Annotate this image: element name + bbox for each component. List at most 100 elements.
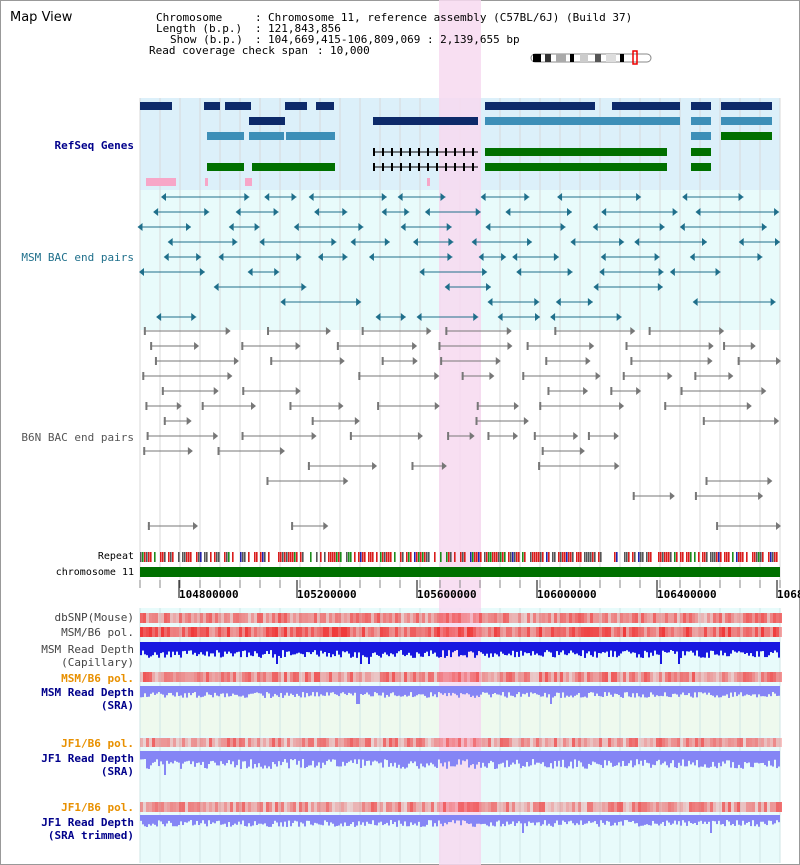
depth-bar (212, 815, 214, 823)
pol-heat-cell (770, 672, 773, 682)
depth-bar (300, 815, 302, 823)
track-label-msm-bac[interactable]: MSM BAC end pairs (21, 251, 134, 264)
depth-bar (152, 686, 154, 693)
depth-bar (216, 751, 218, 766)
depth-bar (554, 751, 556, 761)
depth-bar (200, 751, 202, 765)
pol-heat-cell (416, 613, 419, 623)
depth-bar (410, 686, 412, 693)
bac-end-arrow (247, 268, 253, 276)
track-label-msm-depth-cap-1[interactable]: MSM Read Depth (41, 643, 134, 656)
pol-heat-cell (515, 627, 518, 637)
gene-exon (252, 163, 335, 171)
pol-heat-cell (380, 738, 383, 747)
pol-heat-cell (689, 613, 692, 623)
depth-bar (226, 642, 228, 654)
track-label-msm-b6-pol[interactable]: MSM/B6 pol. (61, 626, 134, 639)
depth-bar (412, 815, 414, 825)
track-label-dbsnp[interactable]: dbSNP(Mouse) (54, 611, 134, 624)
bac-end-arrow (441, 462, 447, 470)
depth-bar (736, 751, 738, 769)
depth-bar (696, 642, 698, 651)
gene-exon-tick (445, 163, 447, 171)
depth-bar (300, 686, 302, 698)
bac-end-mark (147, 522, 150, 530)
pol-heat-cell (671, 672, 674, 682)
depth-bar (370, 815, 372, 825)
pol-heat-cell (191, 672, 194, 682)
depth-bar (502, 686, 504, 693)
repeat-element (600, 552, 602, 562)
depth-bar (512, 815, 514, 822)
depth-bar (738, 642, 740, 652)
depth-bar (316, 751, 318, 766)
track-label-jf1-b6-pol-2[interactable]: JF1/B6 pol. (61, 801, 134, 814)
pol-heat-cell (722, 627, 725, 637)
track-label-jf1-depth-trim-1[interactable]: JF1 Read Depth (41, 816, 134, 829)
track-label-chromosome[interactable]: chromosome 11 (55, 567, 134, 578)
depth-bar (594, 815, 596, 822)
pol-heat-cell (314, 802, 317, 812)
depth-bar (722, 751, 724, 762)
pol-heat-cell (779, 802, 782, 812)
bac-end-arrow (480, 193, 486, 201)
pol-heat-cell (494, 738, 497, 747)
depth-bar (284, 642, 286, 657)
depth-bar (570, 751, 572, 762)
depth-bar (644, 642, 646, 651)
depth-bar (314, 642, 316, 651)
depth-bar (314, 686, 316, 697)
depth-bar (658, 815, 660, 826)
depth-bar (766, 815, 768, 826)
depth-bar (570, 815, 572, 821)
pol-heat-cell (203, 802, 206, 812)
depth-bar (552, 642, 554, 657)
depth-bar (690, 686, 692, 697)
bac-end-arrow (728, 372, 734, 380)
track-label-jf1-depth-sra-1[interactable]: JF1 Read Depth (41, 752, 134, 765)
depth-bar (740, 815, 742, 826)
depth-bar (482, 686, 484, 693)
depth-bar (572, 686, 574, 698)
pol-heat-cell (242, 802, 245, 812)
depth-bar (416, 751, 418, 767)
depth-bar (592, 642, 594, 657)
track-label-msm-depth-cap-2: (Capillary) (61, 656, 134, 669)
depth-bar (286, 751, 288, 763)
repeat-element (640, 552, 642, 562)
pol-heat-cell (230, 672, 233, 682)
depth-bar (630, 686, 632, 698)
bac-end-arrow (416, 313, 422, 321)
pol-heat-cell (593, 627, 596, 637)
pol-heat-cell (155, 672, 158, 682)
depth-bar (408, 815, 410, 827)
repeat-element (394, 552, 396, 562)
depth-bar (620, 751, 622, 767)
depth-bar (592, 686, 594, 693)
depth-bar (276, 642, 278, 664)
depth-bar (552, 751, 554, 769)
depth-bar (160, 686, 162, 694)
pol-heat-cell (746, 802, 749, 812)
pol-heat-cell (644, 802, 647, 812)
gene-exon (207, 132, 244, 140)
track-label-repeat[interactable]: Repeat (97, 551, 134, 562)
gene-exon (485, 102, 595, 110)
bac-end-arrow (636, 387, 642, 395)
track-label-msm-b6-pol-2[interactable]: MSM/B6 pol. (61, 672, 134, 685)
depth-bar (408, 686, 410, 696)
pol-heat-cell (152, 613, 155, 623)
track-label-jf1-b6-pol[interactable]: JF1/B6 pol. (61, 737, 134, 750)
depth-bar (576, 751, 578, 767)
depth-bar (422, 751, 424, 767)
depth-bar (350, 751, 352, 761)
track-label-refseq[interactable]: RefSeq Genes (54, 139, 134, 152)
track-label-msm-depth-sra-1[interactable]: MSM Read Depth (41, 686, 134, 699)
pol-heat-cell (221, 738, 224, 747)
pol-heat-cell (209, 802, 212, 812)
depth-bar (682, 751, 684, 760)
depth-bar (202, 686, 204, 697)
track-label-b6n-bac[interactable]: B6N BAC end pairs (21, 431, 134, 444)
depth-bar (452, 642, 454, 653)
